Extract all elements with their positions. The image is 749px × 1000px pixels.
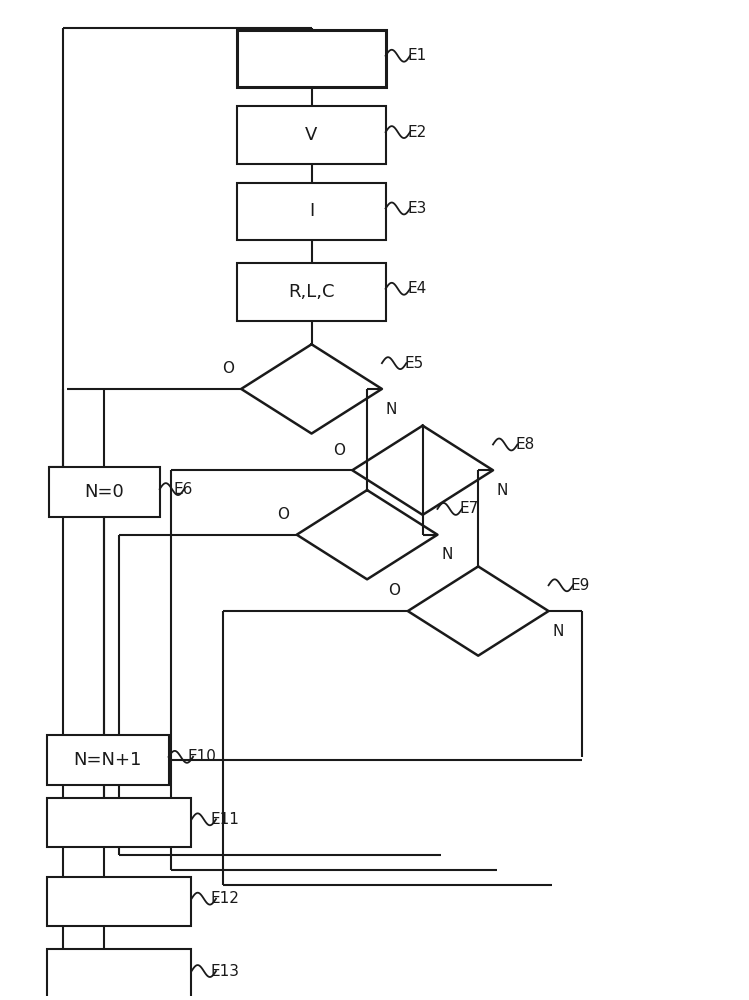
Text: R,L,C: R,L,C (288, 283, 335, 301)
Text: E10: E10 (188, 749, 216, 764)
Text: O: O (333, 443, 345, 458)
Text: E12: E12 (210, 891, 239, 906)
Text: I: I (309, 202, 314, 220)
Text: N=N+1: N=N+1 (73, 751, 142, 769)
Bar (237, 183, 386, 240)
Bar (46, 735, 169, 785)
Text: E7: E7 (460, 501, 479, 516)
Text: E4: E4 (407, 281, 427, 296)
Text: E6: E6 (173, 482, 192, 497)
Text: N: N (441, 547, 452, 562)
Text: O: O (222, 361, 234, 376)
Text: E3: E3 (407, 201, 427, 216)
Text: E1: E1 (407, 48, 427, 63)
Text: E13: E13 (210, 964, 239, 979)
Text: E8: E8 (515, 437, 535, 452)
Text: N: N (497, 483, 508, 498)
Bar (46, 949, 191, 999)
Text: E11: E11 (210, 812, 239, 827)
Bar (46, 877, 191, 926)
Bar (237, 263, 386, 321)
Bar (46, 798, 191, 847)
Text: E2: E2 (407, 125, 427, 140)
Bar (237, 106, 386, 164)
Bar (49, 467, 160, 517)
Text: E9: E9 (571, 578, 590, 593)
Text: V: V (306, 126, 318, 144)
Text: O: O (389, 583, 401, 598)
Text: N=0: N=0 (85, 483, 124, 501)
Text: O: O (277, 507, 289, 522)
Text: E5: E5 (404, 356, 423, 371)
Text: N: N (552, 624, 564, 639)
Bar (237, 30, 386, 87)
Text: N: N (386, 402, 397, 417)
